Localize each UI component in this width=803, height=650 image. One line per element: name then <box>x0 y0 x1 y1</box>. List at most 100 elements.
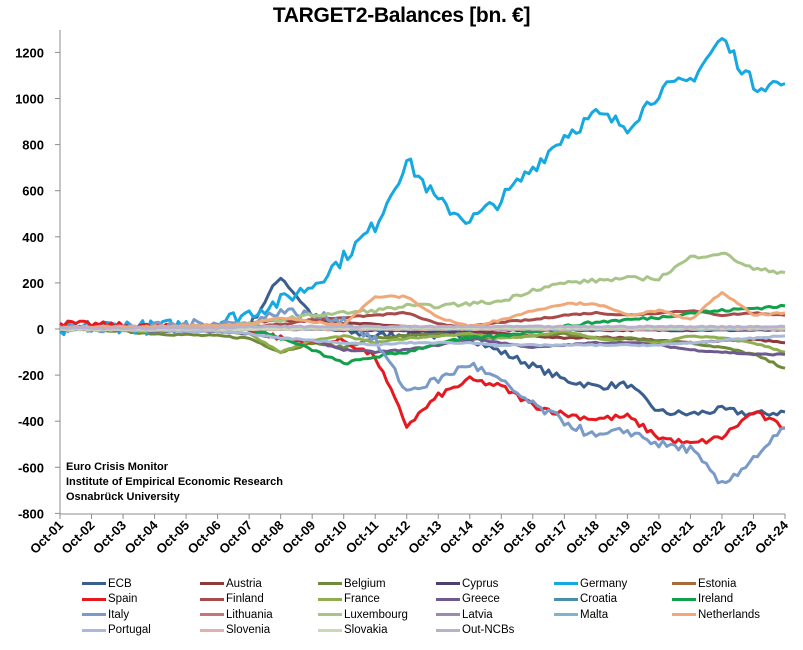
legend-item-latvia[interactable]: Latvia <box>436 607 493 622</box>
legend-label: Italy <box>108 608 130 621</box>
x-tick-label: Oct-08 <box>248 518 287 557</box>
x-tick-label: Oct-17 <box>531 518 570 557</box>
legend-swatch <box>200 628 224 632</box>
legend-item-netherlands[interactable]: Netherlands <box>672 607 760 622</box>
legend-label: Germany <box>580 577 628 590</box>
legend-swatch <box>436 597 460 601</box>
y-tick-labels: -800 -600 -400 -200 0 200 400 600 800 1000 1200 <box>15 45 44 521</box>
y-tick-label: -400 <box>18 414 44 429</box>
y-tick-label: 800 <box>22 138 44 153</box>
legend-item-portugal[interactable]: Portugal <box>82 623 151 638</box>
x-tick-label: Oct-11 <box>343 518 382 557</box>
legend-label: Slovenia <box>226 624 271 636</box>
y-tick-label: 400 <box>22 230 44 245</box>
legend-label: Lithuania <box>226 608 273 621</box>
legend-swatch <box>672 582 696 585</box>
annotation-line-1: Euro Crisis Monitor <box>66 461 169 473</box>
x-tick-label: Oct-05 <box>153 518 192 557</box>
legend-label: Slovakia <box>344 624 388 636</box>
series-line-out-ncbs <box>59 324 786 330</box>
legend-swatch <box>554 597 578 601</box>
annotation-line-3: Osnabrück University <box>66 491 180 503</box>
source-annotation: Euro Crisis Monitor Institute of Empiric… <box>66 460 283 505</box>
x-tick-label: Oct-22 <box>689 518 728 557</box>
series-line-netherlands <box>59 291 786 330</box>
legend-item-slovakia[interactable]: Slovakia <box>318 623 387 638</box>
legend-item-italy[interactable]: Italy <box>82 607 129 622</box>
legend-label: Austria <box>226 577 262 590</box>
legend-label: Spain <box>108 593 138 605</box>
legend-swatch <box>82 597 106 601</box>
legend-swatch <box>672 597 696 601</box>
legend-item-austria[interactable]: Austria <box>200 576 262 591</box>
legend-label: Out-NCBs <box>462 624 515 636</box>
legend-label: Luxembourg <box>344 608 408 621</box>
legend-swatch <box>82 582 106 585</box>
x-tick-label: Oct-21 <box>657 518 696 557</box>
y-tick-label: -600 <box>18 460 44 475</box>
y-tick-label: 1200 <box>15 45 44 60</box>
legend-swatch <box>200 597 224 601</box>
legend-item-malta[interactable]: Malta <box>554 607 608 622</box>
x-tick-label: Oct-15 <box>468 518 507 557</box>
legend-item-finland[interactable]: Finland <box>200 592 264 607</box>
legend-label: Cyprus <box>462 577 499 590</box>
y-tick-label: 1000 <box>15 92 44 107</box>
legend-label: Croatia <box>580 593 618 605</box>
legend-label: ECB <box>108 577 132 590</box>
x-tick-label: Oct-18 <box>563 518 602 557</box>
legend-item-lithuania[interactable]: Lithuania <box>200 607 273 622</box>
legend-item-belgium[interactable]: Belgium <box>318 576 386 591</box>
legend-swatch <box>82 613 106 616</box>
x-tick-label: Oct-23 <box>720 518 759 557</box>
x-tick-label: Oct-16 <box>500 518 539 557</box>
legend-item-out-ncbs[interactable]: Out-NCBs <box>436 623 514 638</box>
legend-item-luxembourg[interactable]: Luxembourg <box>318 607 408 622</box>
legend-label: Portugal <box>108 624 151 636</box>
x-tick-labels: Oct-01Oct-02Oct-03Oct-04Oct-05Oct-06Oct-… <box>27 517 792 557</box>
y-tick-label: 0 <box>37 322 44 337</box>
legend-swatch <box>672 613 696 616</box>
y-tick-label: 600 <box>22 184 44 199</box>
legend-swatch <box>318 597 342 601</box>
legend-item-cyprus[interactable]: Cyprus <box>436 576 498 591</box>
annotation-line-2: Institute of Empirical Economic Research <box>66 476 284 488</box>
legend-item-spain[interactable]: Spain <box>82 592 137 607</box>
x-tick-label: Oct-10 <box>311 518 350 557</box>
legend-label: Malta <box>580 608 609 621</box>
x-tick-label: Oct-04 <box>121 517 161 557</box>
legend-item-croatia[interactable]: Croatia <box>554 592 617 607</box>
x-tick-label: Oct-13 <box>405 518 444 557</box>
x-tick-label: Oct-02 <box>58 518 97 557</box>
legend-label: Latvia <box>462 608 493 621</box>
legend-item-france[interactable]: France <box>318 592 380 607</box>
series-line-germany <box>59 37 786 337</box>
legend-swatch <box>200 613 224 616</box>
legend-item-slovenia[interactable]: Slovenia <box>200 623 270 638</box>
legend-swatch <box>554 613 578 616</box>
y-tick-label: -200 <box>18 368 44 383</box>
x-tick-label: Oct-14 <box>437 517 477 557</box>
legend-swatch <box>554 582 578 585</box>
legend-swatch <box>318 628 342 632</box>
legend-swatch <box>436 613 460 616</box>
legend-label: Estonia <box>698 577 737 590</box>
x-tick-label: Oct-03 <box>90 518 129 557</box>
x-tick-label: Oct-09 <box>279 518 318 557</box>
legend-item-ecb[interactable]: ECB <box>82 576 132 591</box>
legend-item-germany[interactable]: Germany <box>554 576 627 591</box>
series-line-portugal <box>59 326 786 348</box>
x-tick-label: Oct-19 <box>594 518 633 557</box>
x-tick-label: Oct-24 <box>752 517 792 557</box>
chart-title: TARGET2-Balances [bn. €] <box>272 4 531 27</box>
x-tick-label: Oct-20 <box>626 518 665 557</box>
legend-item-greece[interactable]: Greece <box>436 592 500 607</box>
legend-item-ireland[interactable]: Ireland <box>672 592 733 607</box>
legend-item-estonia[interactable]: Estonia <box>672 576 736 591</box>
x-tick-label: Oct-12 <box>374 518 413 557</box>
legend-swatch <box>82 628 106 632</box>
legend-swatch <box>200 582 224 585</box>
legend-swatch <box>318 613 342 616</box>
legend-label: France <box>344 593 380 605</box>
legend-swatch <box>436 582 460 585</box>
